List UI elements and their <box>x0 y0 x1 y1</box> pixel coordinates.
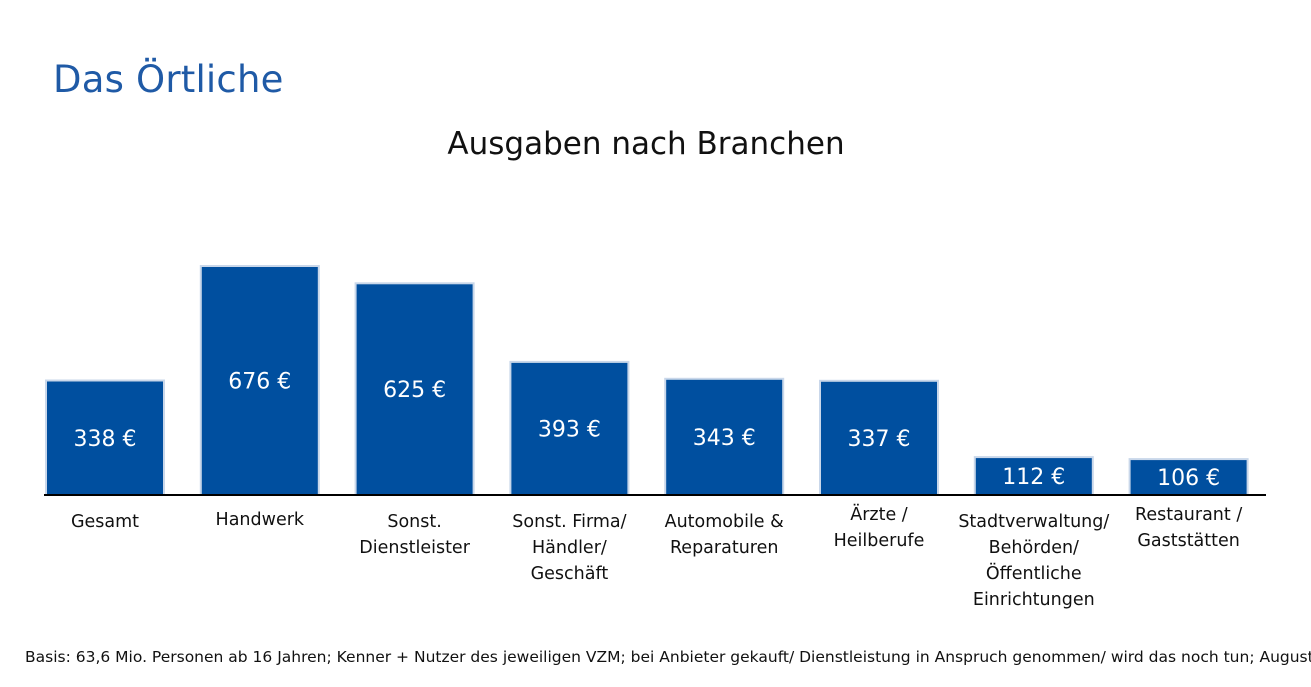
category-label: Automobile & Reparaturen <box>665 512 785 558</box>
category-label: Sonst. Dienstleister <box>359 512 470 558</box>
category-label-line: Stadtverwaltung/ <box>958 512 1109 532</box>
category-label-line: Behörden/ <box>989 538 1079 558</box>
category-label-line: Automobile & <box>665 512 785 532</box>
bar <box>819 379 939 496</box>
bar <box>199 265 320 496</box>
brand-logo: Das Örtliche <box>53 58 284 101</box>
footnote: Basis: 63,6 Mio. Personen ab 16 Jahren; … <box>25 648 1311 666</box>
bar-value-label: 625 € <box>383 378 446 403</box>
bar-value-label: 337 € <box>848 427 911 452</box>
bar <box>354 282 475 496</box>
chart-title: Ausgaben nach Branchen <box>447 126 845 162</box>
category-label-line: Einrichtungen <box>973 590 1095 610</box>
category-label-line: Sonst. <box>387 512 441 532</box>
category-label: Stadtverwaltung/Behörden/Öffentliche Einr… <box>958 512 1109 610</box>
bar <box>664 377 785 496</box>
category-label-line: Gaststätten <box>1137 531 1240 551</box>
bar-value-label: 676 € <box>228 370 291 395</box>
category-label-line: Restaurant / <box>1135 505 1242 525</box>
category-label-line: Heilberufe <box>834 531 925 551</box>
bar-value-label: 393 € <box>538 417 601 442</box>
bar <box>509 360 630 496</box>
bar-value-label: 106 € <box>1157 466 1220 491</box>
bar-value-label: 338 € <box>74 427 137 452</box>
bar <box>973 456 1094 497</box>
category-label-line: Gesamt <box>71 512 139 532</box>
category-label: Handwerk <box>216 510 305 530</box>
category-label-line: Öffentliche <box>986 562 1082 584</box>
category-label-line: Sonst. Firma/ <box>512 512 626 532</box>
bar-value-label: 112 € <box>1002 465 1065 490</box>
category-label-line: Reparaturen <box>670 538 779 558</box>
category-label: Ärzte / Heilberufe <box>834 504 925 551</box>
bar <box>1128 458 1249 497</box>
category-label: Gesamt <box>71 512 139 532</box>
category-label-line: Dienstleister <box>359 538 470 558</box>
bar-value-label: 343 € <box>693 426 756 451</box>
category-label-line: Ärzte / <box>850 504 908 525</box>
category-label-line: Händler/ <box>532 538 607 558</box>
category-label: Restaurant / Gaststätten <box>1135 505 1242 551</box>
category-label-line: Handwerk <box>216 510 305 530</box>
category-label-line: Geschäft <box>531 564 609 584</box>
bar-chart: 338 € Gesamt 676 € Handwerk 625 € Sonst. Diens… <box>44 265 1266 610</box>
category-label: Sonst. Firma/Händler/Geschäft <box>512 512 626 584</box>
